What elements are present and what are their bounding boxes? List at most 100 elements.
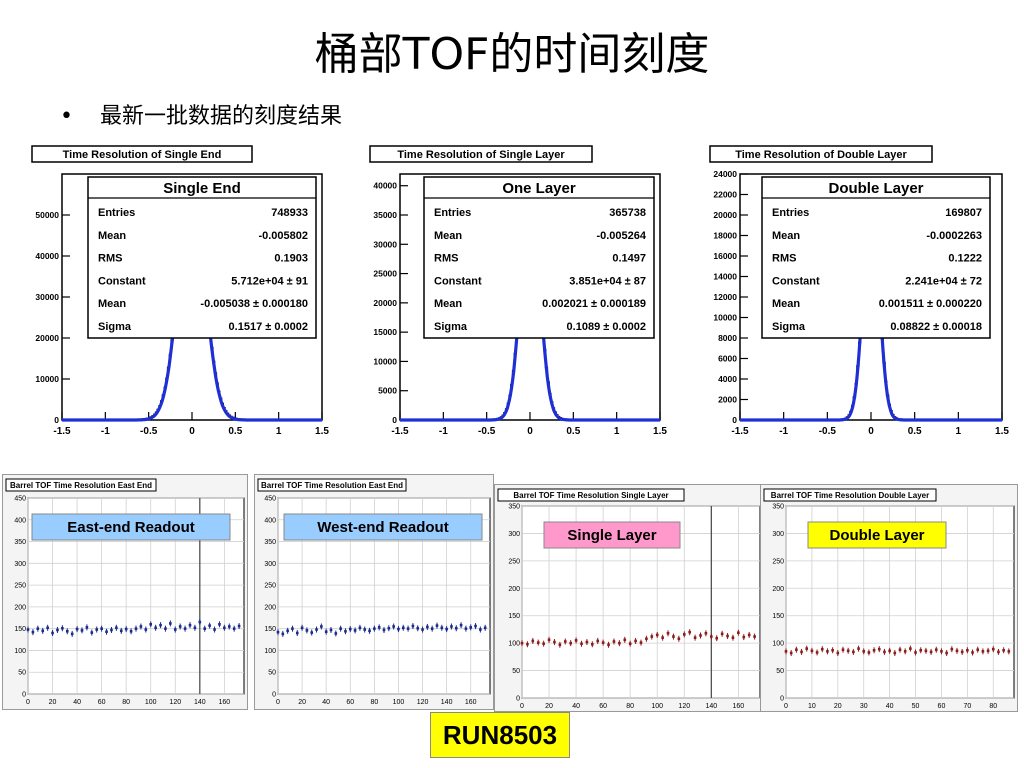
data-point <box>46 626 49 630</box>
data-point <box>742 635 746 639</box>
stats-label: Mean <box>98 298 126 310</box>
data-point <box>563 640 567 643</box>
stats-value: 0.001511 ± 0.000220 <box>879 298 982 310</box>
stats-label: Sigma <box>98 321 132 333</box>
stats-label: Sigma <box>772 321 806 333</box>
data-point <box>430 627 434 630</box>
data-point <box>348 627 352 631</box>
stats-label: Entries <box>772 207 809 219</box>
data-point <box>805 647 809 650</box>
chart-title: Barrel TOF Time Resolution East End <box>10 481 152 490</box>
stats-box <box>761 176 991 339</box>
data-point <box>450 625 453 628</box>
stats-label: Mean <box>434 230 462 242</box>
x-tick-label: 0 <box>189 426 195 437</box>
data-point <box>281 632 285 636</box>
y-tick-label: 250 <box>264 583 276 590</box>
y-tick-label: 200 <box>14 604 26 611</box>
y-tick-label: 150 <box>14 626 26 633</box>
x-tick-label: 140 <box>705 703 717 710</box>
data-point <box>820 647 824 651</box>
stats-title: Single End <box>163 180 241 197</box>
data-point <box>339 627 342 630</box>
data-point <box>795 648 798 652</box>
stats-label: Mean <box>434 298 462 310</box>
data-point <box>699 634 702 637</box>
stats-value: 0.002021 ± 0.000189 <box>542 298 646 310</box>
data-point <box>666 631 670 635</box>
data-point <box>41 629 45 633</box>
y-tick-label: 50000 <box>35 210 59 220</box>
stats-label: Constant <box>98 275 146 287</box>
stats-value: 5.712e+04 ± 91 <box>231 275 308 287</box>
data-point <box>753 635 756 638</box>
x-tick-label: -0.5 <box>819 426 837 437</box>
data-point <box>377 626 381 629</box>
series-label: West-end Readout <box>317 519 448 536</box>
data-point <box>623 638 627 642</box>
data-point <box>435 624 439 627</box>
stats-value: -0.005038 ± 0.000180 <box>200 298 308 310</box>
data-point <box>149 623 153 626</box>
scatter-east-end: Barrel TOF Time Resolution East End 0 20 40… <box>2 474 248 710</box>
x-tick-label: 0 <box>527 426 533 437</box>
y-tick-label: 4000 <box>718 374 737 384</box>
data-point <box>237 624 241 628</box>
data-point <box>295 631 299 635</box>
histogram-single-layer: Time Resolution of Single Layer -1.5 -1 -0.… <box>369 145 667 437</box>
data-point <box>857 647 860 650</box>
x-tick-label: 140 <box>441 699 453 706</box>
data-point <box>955 649 959 653</box>
x-tick-label: 1.5 <box>995 426 1009 437</box>
data-point <box>547 638 551 642</box>
data-point <box>421 628 424 631</box>
x-tick-label: 60 <box>938 703 946 710</box>
data-point <box>218 623 221 626</box>
data-point <box>193 626 197 630</box>
y-tick-label: 50 <box>776 668 784 675</box>
y-tick-label: 16000 <box>713 251 737 261</box>
histogram-single-end: Time Resolution of Single End -1.5 -1 -0.5 0… <box>31 145 329 437</box>
y-tick-label: 200 <box>772 586 784 593</box>
data-point <box>134 627 138 630</box>
data-point <box>720 632 724 636</box>
chart-title-box <box>5 478 157 492</box>
x-tick-label: 0.5 <box>908 426 922 437</box>
y-tick-label: 350 <box>508 504 520 511</box>
data-point <box>893 651 897 655</box>
y-tick-label: 0 <box>392 415 397 425</box>
x-tick-label: 1.5 <box>653 426 667 437</box>
y-tick-label: 250 <box>14 583 26 590</box>
data-point <box>329 628 333 632</box>
data-point <box>1002 648 1005 652</box>
x-tick-label: 20 <box>298 699 306 706</box>
x-tick-label: 140 <box>194 699 206 706</box>
data-point <box>607 643 610 647</box>
data-point <box>580 642 583 645</box>
data-point <box>693 636 697 639</box>
data-point <box>997 650 1000 654</box>
data-point <box>144 628 148 631</box>
data-point <box>520 641 524 645</box>
x-tick-label: 50 <box>912 703 920 710</box>
series-label: Single Layer <box>567 527 656 544</box>
data-point <box>95 628 99 631</box>
stats-value: -0.005802 <box>258 230 308 242</box>
stats-label: Constant <box>434 275 482 287</box>
data-point <box>320 625 323 628</box>
data-point <box>940 650 943 653</box>
chart-title-box <box>257 478 407 492</box>
data-point <box>36 627 40 630</box>
x-tick-label: 40 <box>322 699 330 706</box>
x-tick-label: 40 <box>886 703 894 710</box>
x-tick-label: 160 <box>733 703 745 710</box>
stats-label: RMS <box>772 253 796 265</box>
x-tick-label: 0 <box>520 703 524 710</box>
y-tick-label: 350 <box>14 539 26 546</box>
y-tick-label: 50 <box>268 670 276 677</box>
y-tick-label: 40000 <box>373 181 397 191</box>
data-point <box>815 651 819 654</box>
x-tick-label: 0 <box>868 426 874 437</box>
data-point <box>612 640 616 643</box>
data-point <box>924 649 928 653</box>
